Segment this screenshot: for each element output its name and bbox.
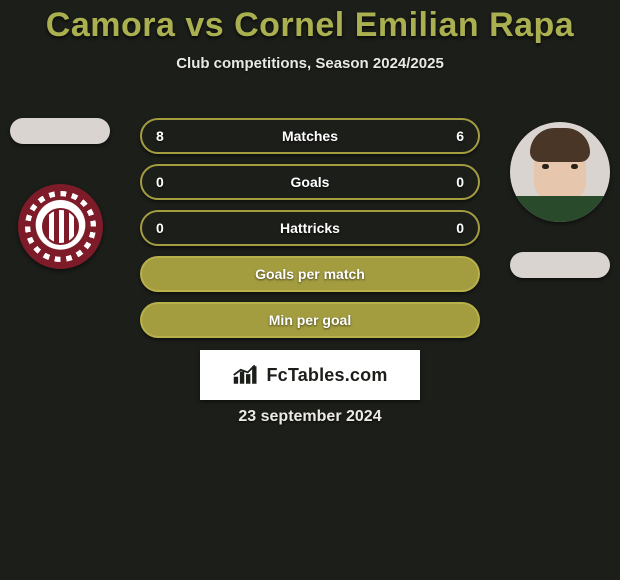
stat-label: Hattricks (174, 220, 446, 236)
bar-chart-icon (232, 364, 260, 386)
stat-label: Goals (174, 174, 446, 190)
stat-label: Min per goal (174, 312, 446, 328)
stat-right-value: 0 (446, 174, 464, 190)
page-title: Camora vs Cornel Emilian Rapa (0, 0, 620, 45)
stat-left-value: 0 (156, 174, 174, 190)
player-left-club-badge (18, 184, 103, 269)
stat-row-matches: 8 Matches 6 (140, 118, 480, 154)
stat-row-goals-per-match: Goals per match (140, 256, 480, 292)
watermark-text: FcTables.com (266, 365, 387, 386)
stat-label: Goals per match (174, 266, 446, 282)
player-left-column (10, 118, 110, 269)
player-right-column (510, 122, 610, 278)
stat-label: Matches (174, 128, 446, 144)
page-subtitle: Club competitions, Season 2024/2025 (0, 55, 620, 72)
date-label: 23 september 2024 (0, 408, 620, 426)
stat-row-min-per-goal: Min per goal (140, 302, 480, 338)
stat-row-goals: 0 Goals 0 (140, 164, 480, 200)
stat-left-value: 0 (156, 220, 174, 236)
player-left-name-chip (10, 118, 110, 144)
stats-table: 8 Matches 6 0 Goals 0 0 Hattricks 0 Goal… (140, 118, 480, 348)
stat-row-hattricks: 0 Hattricks 0 (140, 210, 480, 246)
stat-right-value: 0 (446, 220, 464, 236)
player-right-club-chip (510, 252, 610, 278)
player-right-avatar (510, 122, 610, 222)
stat-right-value: 6 (446, 128, 464, 144)
watermark: FcTables.com (200, 350, 420, 400)
stat-left-value: 8 (156, 128, 174, 144)
